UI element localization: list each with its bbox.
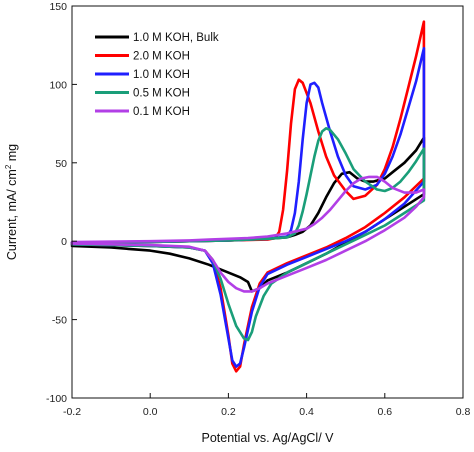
x-tick-label: 0.0 — [143, 406, 158, 418]
series-line-3 — [70, 47, 426, 368]
plot-frame — [71, 5, 464, 399]
series-layer — [70, 20, 426, 373]
x-tick-label: 0.6 — [377, 406, 392, 418]
legend-label: 1.0 M KOH, Bulk — [133, 32, 219, 44]
legend-label: 0.5 M KOH — [133, 88, 190, 100]
y-axis: -100 -50 0 50 100 150 — [46, 1, 77, 405]
y-tick-label: -50 — [52, 315, 67, 327]
series-line-2 — [70, 20, 426, 373]
y-tick-label: 150 — [49, 1, 67, 13]
y-tick-label: 50 — [55, 158, 67, 170]
x-tick-label: 0.8 — [456, 406, 471, 418]
y-axis-title-tail: mg — [5, 144, 19, 165]
y-tick-label: 100 — [49, 79, 67, 91]
y-tick-label: 0 — [61, 236, 67, 248]
x-tick-label: 0.4 — [299, 406, 314, 418]
x-tick-label: -0.2 — [63, 406, 81, 418]
y-axis-title: Current, mA/ cm2 mg — [4, 144, 19, 260]
legend-label: 1.0 M KOH — [133, 69, 190, 81]
x-axis: -0.2 0.0 0.2 0.4 0.6 0.8 — [63, 393, 470, 418]
y-tick-label: -100 — [46, 393, 67, 405]
series-line-4 — [70, 127, 426, 342]
y-axis-title-superscript: 2 — [4, 164, 13, 169]
legend-label: 0.1 M KOH — [133, 106, 190, 118]
legend-label: 2.0 M KOH — [133, 51, 190, 63]
x-axis-title: Potential vs. Ag/AgCl/ V — [201, 431, 334, 445]
y-axis-title-main: Current, mA/ cm — [5, 169, 19, 260]
x-tick-label: 0.2 — [221, 406, 236, 418]
series-line-5 — [70, 175, 426, 293]
legend: 1.0 M KOH, Bulk 2.0 M KOH 1.0 M KOH 0.5 M K… — [95, 32, 219, 118]
